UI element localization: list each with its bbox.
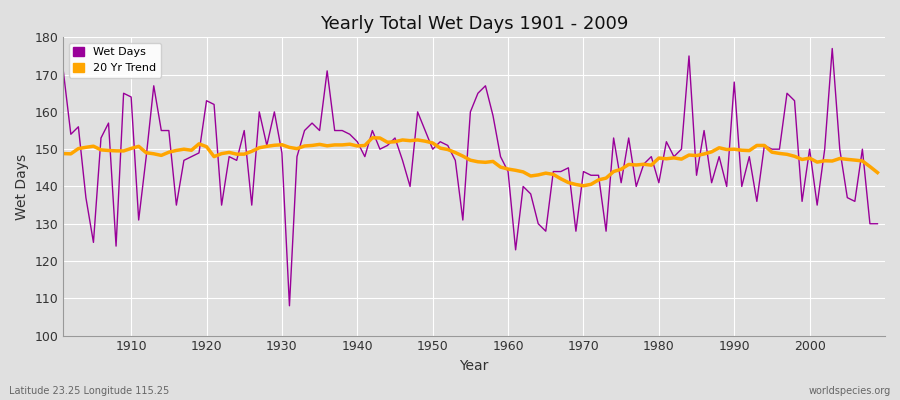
Legend: Wet Days, 20 Yr Trend: Wet Days, 20 Yr Trend <box>68 43 161 78</box>
20 Yr Trend <box>872 170 883 175</box>
20 Yr Trend <box>367 136 378 140</box>
Wet Days <box>827 46 838 51</box>
X-axis label: Year: Year <box>460 359 489 373</box>
20 Yr Trend <box>510 168 521 173</box>
20 Yr Trend <box>118 148 129 153</box>
20 Yr Trend <box>58 151 68 156</box>
20 Yr Trend <box>608 169 619 174</box>
Wet Days <box>503 169 514 174</box>
Wet Days <box>337 128 347 133</box>
Title: Yearly Total Wet Days 1901 - 2009: Yearly Total Wet Days 1901 - 2009 <box>320 15 628 33</box>
Wet Days <box>284 303 295 308</box>
Wet Days <box>58 68 68 73</box>
Y-axis label: Wet Days: Wet Days <box>15 153 29 220</box>
Line: 20 Yr Trend: 20 Yr Trend <box>63 138 878 186</box>
Line: Wet Days: Wet Days <box>63 48 878 306</box>
20 Yr Trend <box>578 183 589 188</box>
Wet Days <box>292 154 302 159</box>
Wet Days <box>510 248 521 252</box>
20 Yr Trend <box>503 167 514 172</box>
Text: Latitude 23.25 Longitude 115.25: Latitude 23.25 Longitude 115.25 <box>9 386 169 396</box>
Wet Days <box>872 221 883 226</box>
Wet Days <box>118 91 129 96</box>
Wet Days <box>600 229 611 234</box>
20 Yr Trend <box>329 142 340 147</box>
20 Yr Trend <box>284 145 295 150</box>
Text: worldspecies.org: worldspecies.org <box>809 386 891 396</box>
